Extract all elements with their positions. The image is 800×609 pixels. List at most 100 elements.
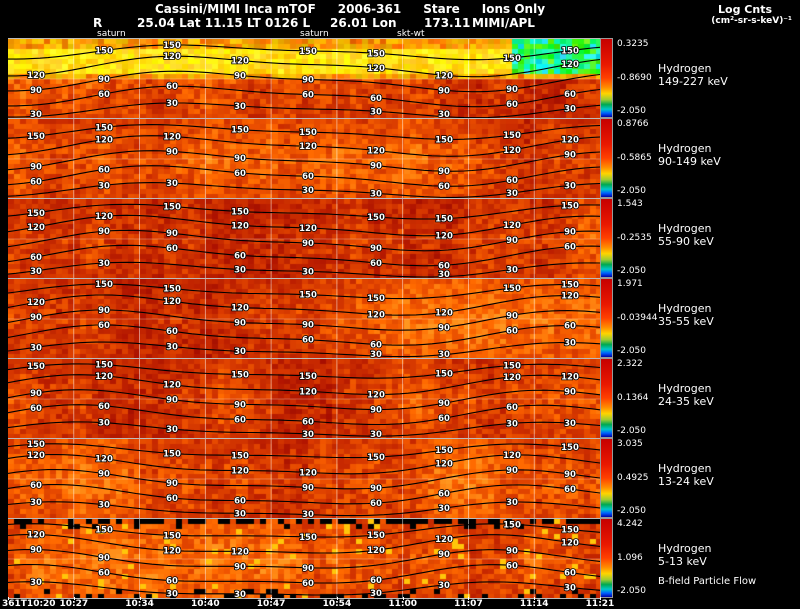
colorbar-min-label: -2.050	[617, 426, 647, 436]
contour-line	[8, 229, 600, 252]
contour-label: 150	[95, 123, 113, 133]
contour-label: 60	[438, 489, 450, 499]
contour-label: 30	[166, 425, 178, 435]
r-label: R	[93, 16, 103, 30]
contour-line	[8, 404, 600, 426]
species-label-block: Hydrogen 90-149 keV	[658, 142, 721, 168]
contour-label: 120	[367, 310, 385, 320]
contour-label: 150	[95, 526, 113, 536]
contour-line	[8, 294, 600, 316]
contour-label: 30	[234, 509, 246, 519]
contour-label: 30	[166, 179, 178, 189]
colorbar-min-label: -2.050	[617, 506, 647, 516]
contour-label: 120	[95, 455, 113, 465]
contour-label: 120	[561, 136, 579, 146]
contour-label: 90	[98, 227, 110, 237]
time-tick	[205, 597, 207, 600]
contour-label: 30	[302, 430, 314, 439]
contour-line	[8, 563, 600, 584]
contour-label: 120	[503, 146, 521, 156]
contour-label: 90	[166, 229, 178, 239]
contour-label: 150	[435, 215, 453, 225]
contour-line	[8, 533, 600, 554]
time-tick	[73, 597, 75, 600]
contour-label: 150	[561, 526, 579, 536]
colorbar	[600, 198, 613, 278]
contour-label: 120	[561, 539, 579, 549]
contour-label: 30	[370, 589, 382, 599]
contour-label: 120	[231, 304, 249, 314]
contour-label: 90	[564, 228, 576, 238]
heatmap-panel: 150 150 150 150 150 150 120 120 120 120 120 120 90 90…	[8, 119, 600, 199]
contour-label: 60	[98, 165, 110, 175]
contour-line	[8, 389, 600, 411]
species-label-block: Hydrogen 55-90 keV	[658, 222, 714, 248]
colorbar-max-label: 1.543	[617, 199, 643, 209]
contour-label: 150	[503, 54, 521, 64]
energy-range-label: 5-13 keV	[658, 555, 707, 568]
contour-label: 120	[435, 231, 453, 241]
contour-label: 30	[564, 419, 576, 429]
contour-label: 60	[506, 561, 518, 571]
time-tick-label: 11:21	[585, 599, 615, 609]
species-name: Hydrogen	[658, 302, 712, 315]
contour-label: 90	[302, 239, 314, 249]
contour-label: 150	[503, 284, 521, 294]
species-name: Hydrogen	[658, 62, 712, 75]
contour-label: 120	[561, 60, 579, 70]
colorbar-max-label: 3.035	[617, 439, 643, 449]
species-label-block: Hydrogen 149-227 keV	[658, 62, 728, 88]
contour-label: 60	[30, 404, 42, 414]
contour-label: 90	[370, 406, 382, 416]
contour-label: 30	[30, 110, 42, 119]
contour-label: 60	[234, 251, 246, 261]
contour-line	[8, 244, 600, 267]
heatmap-canvas	[8, 359, 600, 438]
contour-label: 150	[163, 41, 181, 51]
contour-label: 30	[438, 581, 450, 591]
contour-label: 120	[163, 52, 181, 62]
contour-label: 60	[302, 172, 314, 182]
contour-line	[8, 102, 600, 118]
contour-label: 90	[234, 71, 246, 81]
contour-label: 150	[503, 520, 521, 530]
energy-range-label: 149-227 keV	[658, 75, 728, 88]
contour-label: 60	[98, 569, 110, 579]
contour-label: 60	[234, 415, 246, 425]
contour-line	[8, 548, 600, 569]
contour-label: 30	[30, 343, 42, 353]
contour-line	[8, 124, 600, 140]
contour-label: 150	[367, 453, 385, 463]
contour-line	[8, 55, 600, 78]
contour-label: 150	[299, 291, 317, 301]
contour-line	[8, 501, 600, 517]
contour-label: 120	[435, 308, 453, 318]
species-label-block: Hydrogen 35-55 keV	[658, 302, 714, 328]
contour-label: 60	[370, 576, 382, 586]
contour-label: 90	[166, 147, 178, 157]
contour-label: 120	[299, 468, 317, 478]
contour-label: 90	[30, 313, 42, 323]
contour-label: 90	[234, 154, 246, 164]
species-name: Hydrogen	[658, 462, 712, 475]
contour-label: 30	[506, 265, 518, 275]
contour-label: 150	[561, 47, 579, 57]
contour-line	[8, 309, 600, 331]
contour-label: 120	[231, 467, 249, 477]
contour-label: 30	[370, 189, 382, 199]
colorbar-mid-label: -0.2535	[617, 233, 652, 243]
colorbar-mid-label: 1.096	[617, 553, 643, 563]
contour-line	[8, 581, 600, 596]
time-tick	[402, 597, 404, 600]
contour-label: 90	[234, 319, 246, 329]
contour-label: 60	[234, 497, 246, 507]
contour-label: 30	[506, 419, 518, 429]
contour-label: 150	[435, 446, 453, 456]
colorbar-max-label: 0.3235	[617, 39, 649, 49]
ions-only-label: Ions Only	[481, 2, 546, 16]
contour-line	[8, 421, 600, 437]
species-label-block: Hydrogen 24-35 keV	[658, 382, 714, 408]
heatmap-panel: 150 150 150 150 150 150 120 120 120 120 120 120 90 90…	[8, 199, 600, 279]
contour-label: 90	[302, 483, 314, 493]
